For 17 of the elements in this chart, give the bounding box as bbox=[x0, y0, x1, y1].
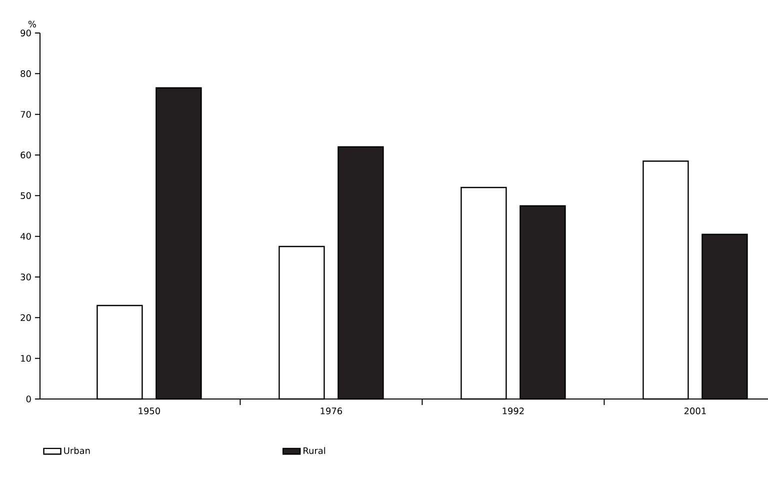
y-tick-label: 40 bbox=[20, 232, 31, 240]
y-tick-label: 70 bbox=[20, 110, 31, 118]
x-tick-label: 1992 bbox=[502, 408, 524, 414]
y-tick-label: 0 bbox=[26, 396, 31, 402]
y-tick-label: 50 bbox=[20, 192, 31, 200]
y-tick-label: 60 bbox=[20, 152, 31, 158]
legend-label: Urban bbox=[64, 447, 90, 454]
y-tick-label: 80 bbox=[20, 70, 31, 78]
y-tick-label: 90 bbox=[20, 30, 31, 36]
x-tick-label: 1950 bbox=[138, 408, 160, 414]
x-tick-label: 2001 bbox=[684, 408, 706, 414]
x-tick-label: 1976 bbox=[320, 408, 342, 414]
legend-label: Rural bbox=[304, 447, 326, 454]
y-tick-label: 30 bbox=[20, 274, 31, 280]
y-axis-title: % bbox=[28, 20, 36, 28]
y-tick-label: 10 bbox=[21, 354, 31, 362]
y-tick-label: 20 bbox=[20, 314, 31, 322]
